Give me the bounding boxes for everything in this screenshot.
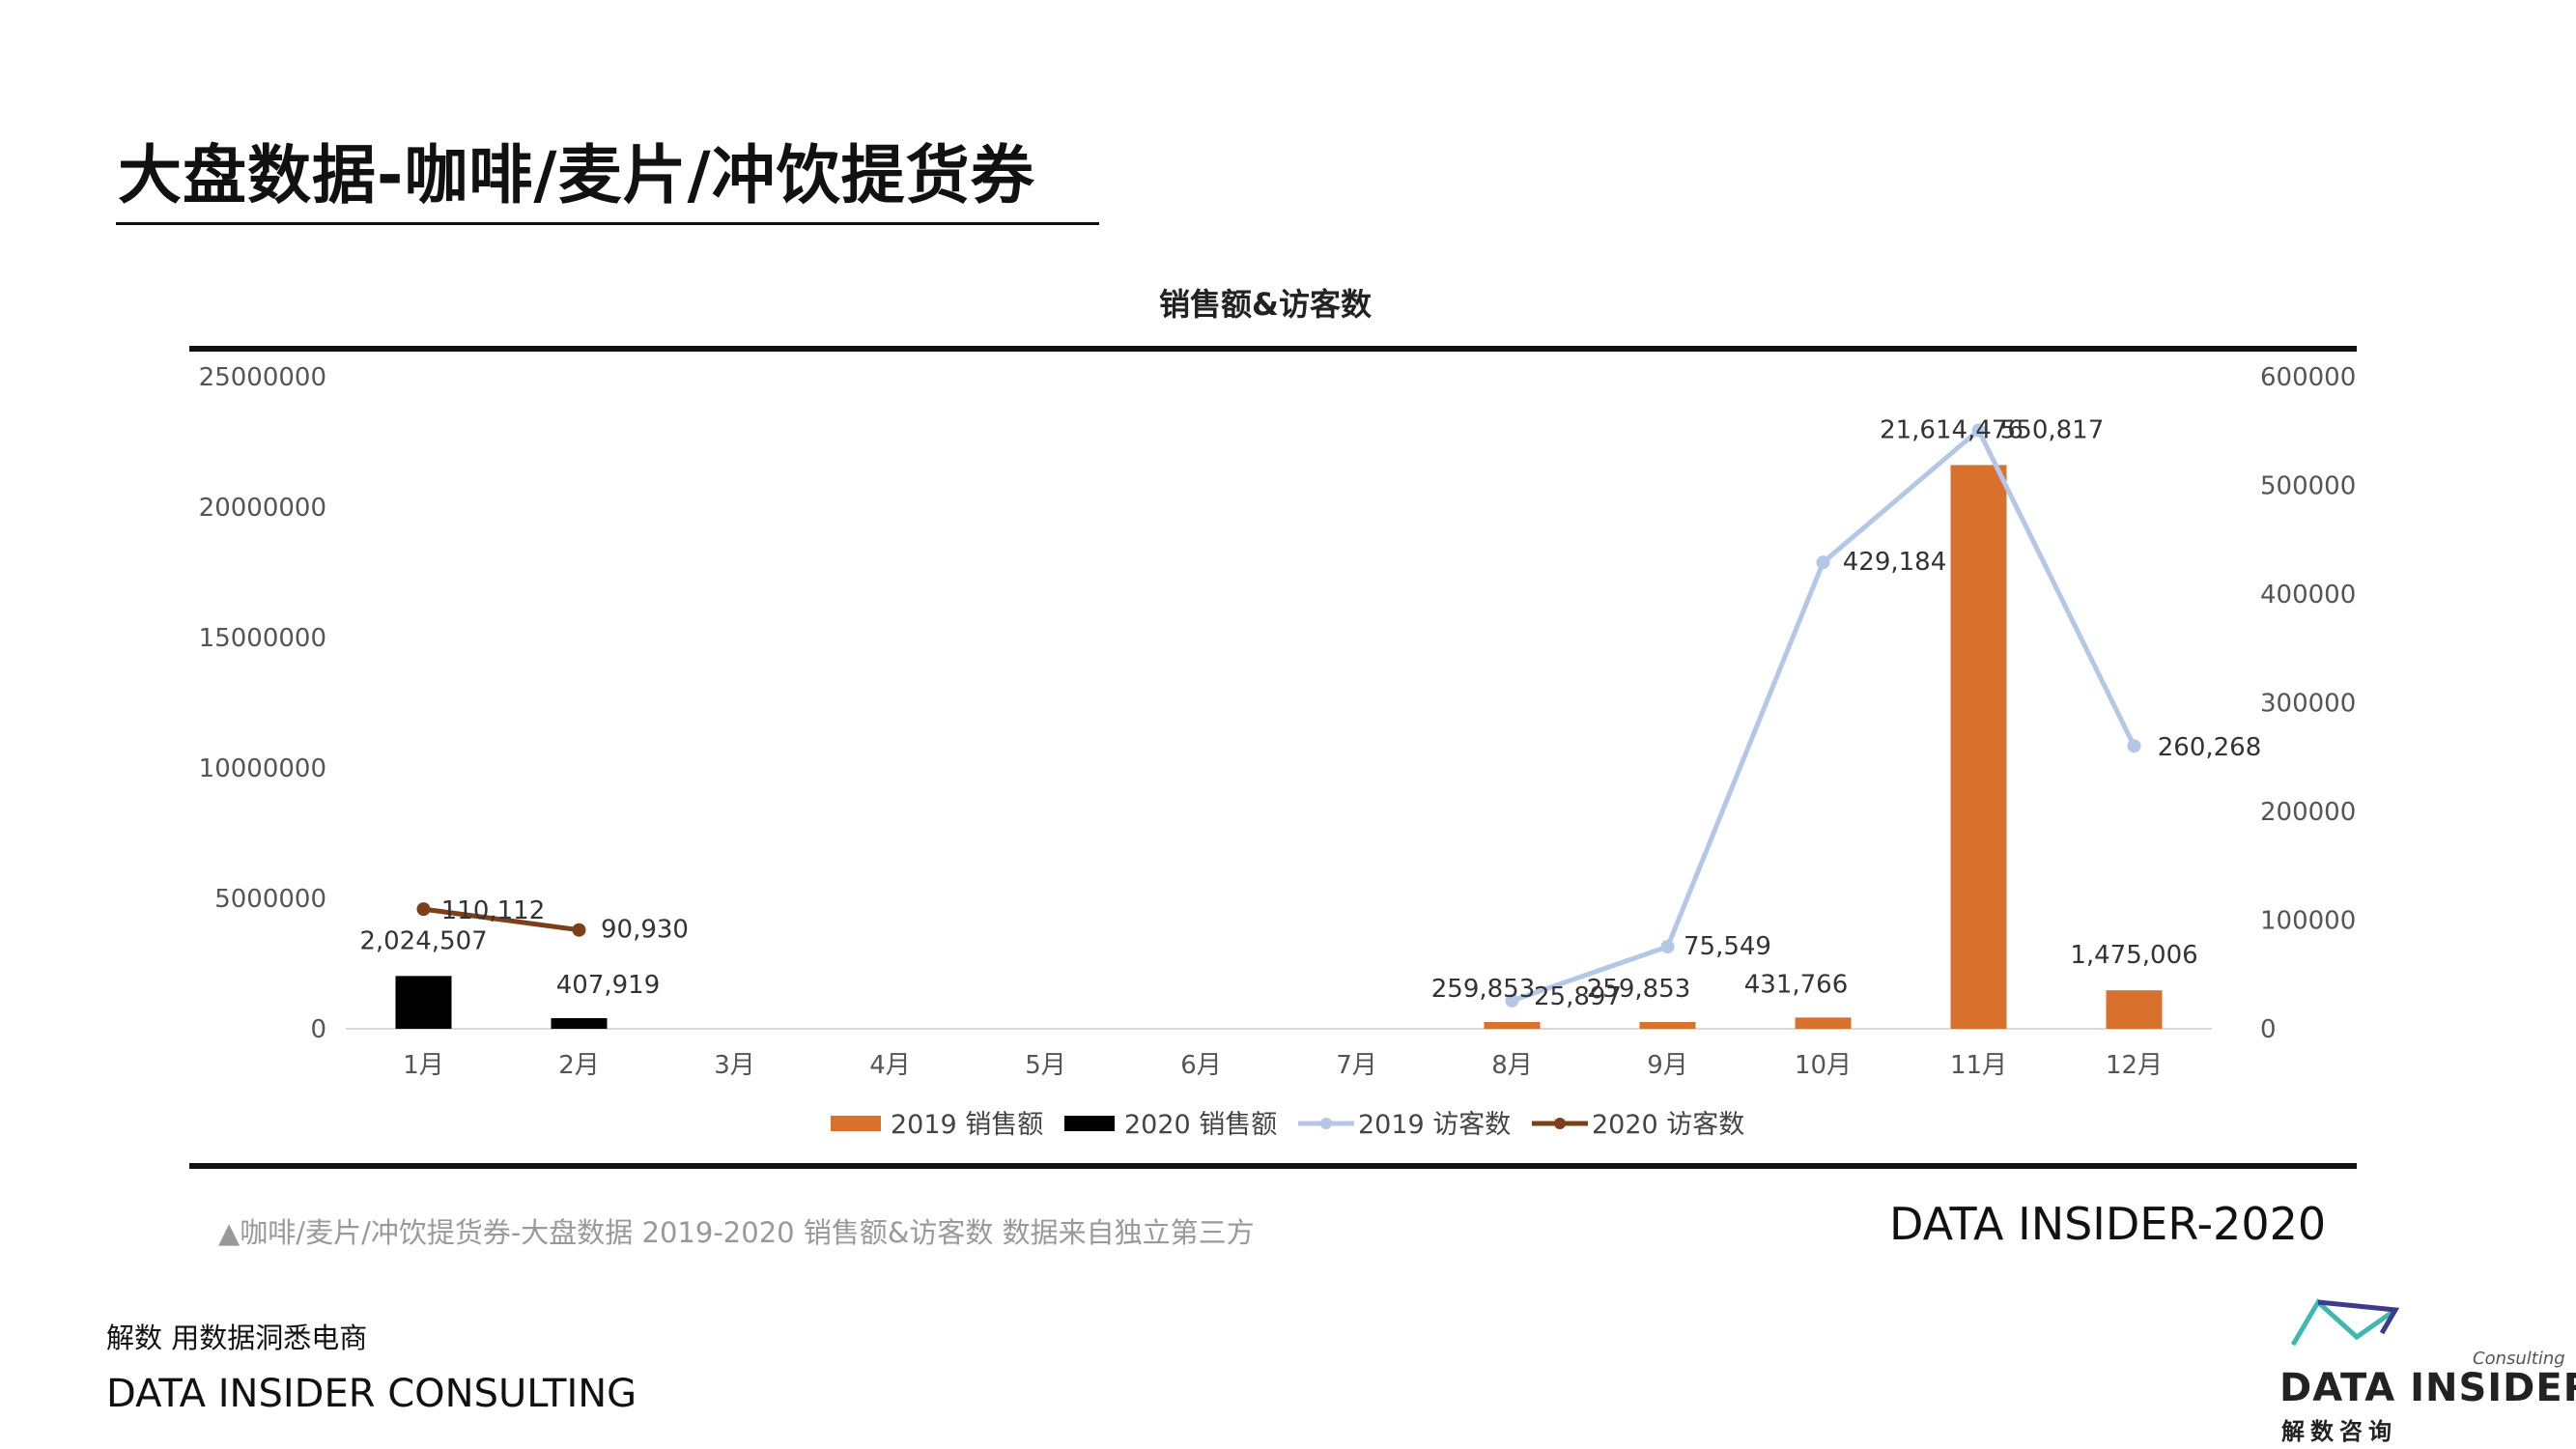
right-axis-tick-1: 100000	[2260, 907, 2356, 936]
line-marks	[416, 423, 2141, 1008]
combo-chart: 0500000010000000150000002000000025000000…	[199, 363, 2357, 1140]
bar-2020-销售额-2	[551, 1017, 608, 1029]
left-axis-tick-4: 20000000	[199, 494, 326, 523]
line-2019-访客数	[1511, 427, 2137, 1004]
category-label-12: 12月	[2106, 1051, 2163, 1080]
chart-caption: ▲咖啡/麦片/冲饮提货券-大盘数据 2019-2020 销售额&访客数 数据来自…	[218, 1216, 1255, 1249]
point-2019-访客数-9	[1660, 940, 1675, 954]
legend-label-1: 2019 销售额	[891, 1110, 1043, 1140]
point-2020-访客数-2	[572, 923, 586, 937]
left-axis-tick-1: 5000000	[214, 885, 326, 914]
point-2019-访客数-8	[1505, 993, 1519, 1008]
category-label-6: 6月	[1180, 1051, 1222, 1080]
legend-label-4: 2020 访客数	[1592, 1110, 1744, 1140]
logo-consulting: Consulting	[2473, 1349, 2565, 1369]
legend-label-2: 2020 销售额	[1124, 1110, 1277, 1140]
right-axis-tick-2: 200000	[2260, 798, 2356, 827]
data-label-2020-访客数-2: 90,930	[601, 916, 689, 945]
legend-swatch-2	[1064, 1116, 1115, 1131]
data-label-2019-访客数-11: 550,817	[2000, 415, 2105, 444]
data-label-2019-销售额-10: 431,766	[1744, 970, 1849, 999]
line-2020-访客数	[423, 906, 580, 933]
right-axis-tick-6: 600000	[2260, 363, 2356, 392]
category-label-1: 1月	[403, 1051, 444, 1080]
data-label-2020-访客数-1: 110,112	[441, 896, 546, 925]
left-axis-tick-0: 0	[310, 1015, 326, 1044]
right-axis-tick-3: 300000	[2260, 690, 2356, 719]
chart-title: 销售额&访客数	[1159, 286, 1372, 323]
left-axis-ticks: 0 5000000 10000000 15000000 20000000 25000000	[199, 363, 326, 1044]
legend-marker-4	[1554, 1118, 1566, 1129]
data-label-2019-销售额-11: 21,614,476	[1880, 415, 2024, 444]
category-label-5: 5月	[1025, 1051, 1066, 1080]
company-logo: Consulting DATA INSIDER 解数咨询	[2279, 1294, 2576, 1445]
bar-2019-销售额-8	[1484, 1021, 1541, 1029]
legend-marker-3	[1320, 1118, 1332, 1129]
category-tick-labels: 1月 2月 3月 4月 5月 6月 7月 8月 9月 10月 11月 12月	[403, 1051, 2163, 1080]
data-label-2019-销售额-8: 259,853	[1431, 975, 1536, 1004]
left-axis-tick-3: 15000000	[199, 624, 326, 653]
point-2020-访客数-1	[416, 902, 431, 917]
page-title: 大盘数据-咖啡/麦片/冲饮提货券	[118, 138, 1035, 213]
category-label-2: 2月	[558, 1051, 600, 1080]
category-label-7: 7月	[1336, 1051, 1377, 1080]
data-label-2019-销售额-12: 1,475,006	[2070, 941, 2197, 970]
legend-swatch-1	[831, 1116, 881, 1131]
data-label-2019-访客数-9: 75,549	[1684, 932, 1771, 961]
bar-2019-销售额-9	[1639, 1021, 1696, 1029]
right-axis-tick-5: 500000	[2260, 472, 2356, 501]
bar-2019-销售额-11	[1950, 465, 2007, 1029]
title-underline	[116, 222, 1099, 225]
point-2019-访客数-11	[1971, 423, 1986, 438]
data-label-2019-访客数-10: 429,184	[1843, 548, 1947, 577]
data-label-2019-销售额-9: 259,853	[1587, 975, 1691, 1004]
category-label-11: 11月	[1950, 1051, 2007, 1080]
category-label-10: 10月	[1795, 1051, 1852, 1080]
footer-slogan: 解数 用数据洞悉电商	[106, 1321, 368, 1354]
data-label-2019-访客数-8: 25,897	[1534, 982, 1622, 1011]
category-label-3: 3月	[714, 1051, 755, 1080]
logo-cn: 解数咨询	[2281, 1418, 2397, 1445]
bar-2019-销售额-10	[1795, 1017, 1852, 1029]
category-label-8: 8月	[1491, 1051, 1533, 1080]
legend: 2019 销售额 2020 销售额 2019 访客数 2020 访客数	[831, 1110, 1744, 1140]
chart-bottom-rule	[189, 1163, 2357, 1169]
right-axis-tick-0: 0	[2260, 1015, 2277, 1044]
point-2019-访客数-12	[2127, 739, 2141, 753]
left-axis-tick-2: 10000000	[199, 754, 326, 783]
category-label-9: 9月	[1647, 1051, 1688, 1080]
bar-marks	[395, 465, 2163, 1029]
logo-mark-icon	[2290, 1298, 2400, 1347]
chart-top-rule	[189, 346, 2357, 352]
logo-name: DATA INSIDER	[2279, 1366, 2576, 1410]
right-axis-tick-4: 400000	[2260, 581, 2356, 610]
bar-2019-销售额-12	[2106, 990, 2163, 1029]
point-2019-访客数-10	[1816, 555, 1830, 570]
legend-label-3: 2019 访客数	[1358, 1110, 1511, 1140]
category-label-4: 4月	[869, 1051, 911, 1080]
data-labels: 259,853 259,853 431,766 21,614,476 1,475,006…	[359, 415, 2261, 1011]
data-label-2019-访客数-12: 260,268	[2158, 733, 2262, 762]
footer-company: DATA INSIDER CONSULTING	[106, 1372, 637, 1416]
right-axis-ticks: 0 100000 200000 300000 400000 500000 600000	[2260, 363, 2356, 1044]
data-label-2020-销售额-1: 2,024,507	[359, 926, 487, 955]
bar-2020-销售额-1	[395, 976, 452, 1029]
brand-year: DATA INSIDER-2020	[1889, 1198, 2327, 1250]
left-axis-tick-5: 25000000	[199, 363, 326, 392]
data-label-2020-销售额-2: 407,919	[556, 971, 661, 1000]
